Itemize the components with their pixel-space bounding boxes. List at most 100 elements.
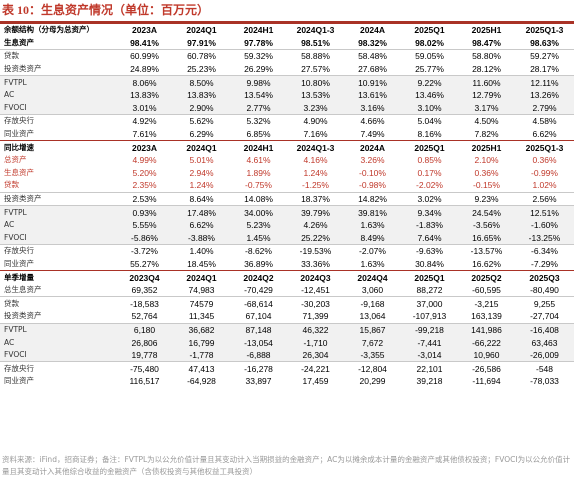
table-cell: 12.79% [458,88,515,102]
table-cell: -0.15% [473,180,500,191]
table-cell: 12.11% [515,75,574,89]
table-cell: 14.82% [344,191,401,206]
row-label: 贷款 [4,180,19,190]
table-cell: -8.62% [230,244,287,258]
table-cell: 3.01% [116,101,173,115]
table-cell: 24.89% [130,64,159,75]
table-cell: -0.98% [359,180,386,191]
table-cell: -3,014 [401,348,458,362]
table-cell: 6.62% [173,218,230,232]
table-cell: -3.72% [116,244,173,258]
table-cell: 10.91% [344,75,401,89]
table-cell: 17,459 [302,376,329,387]
table-cell: 5.62% [173,114,230,128]
column-header: 2024A [344,22,401,37]
row-label: 投资类资产 [0,191,116,206]
table-cell: 98.02% [415,37,444,48]
table-cell: 39.79% [287,205,344,219]
table-cell: 3.10% [401,101,458,115]
table-cell: 59.27% [515,49,574,63]
table-cell: -1,778 [173,348,230,362]
row-label: FVOCI [0,231,116,245]
table-cell: -13,054 [230,336,287,349]
table-cell: 4.92% [116,114,173,128]
table-cell: 69,352 [131,285,158,296]
table-cell: 1.63% [360,258,385,269]
table-cell: 5.04% [401,114,458,128]
table-cell: 4.66% [344,114,401,128]
table-cell: -70,429 [244,285,273,296]
table-cell: 13.54% [230,88,287,102]
table-cell: 1.89% [246,167,271,178]
table-cell: 74579 [173,296,230,311]
table-cell: -27,704 [530,311,559,322]
row-label: 投资类资产 [4,311,42,321]
table-cell: 98.32% [358,37,387,48]
table-cell: 25.22% [287,231,344,245]
table-cell: -3,355 [344,348,401,362]
table-cell: -80,490 [530,285,559,296]
column-header: 2025Q1 [401,22,458,37]
column-header: 2025Q1 [401,140,458,154]
row-label: FVTPL [0,205,116,219]
table-cell: -12,451 [301,285,330,296]
table-cell: 58.88% [287,49,344,63]
table-cell: 8.49% [344,231,401,245]
table-cell: 15,867 [344,322,401,337]
column-header: 2024Q1 [173,140,230,154]
table-cell: 9.22% [401,75,458,89]
table-cell: 16,799 [173,336,230,349]
table-cell: 1.24% [303,167,328,178]
table-row: 生息资产 98.41% 97.91% 97.78% 98.51% 98.32% 98.02%… [0,37,574,50]
table-cell: 13.61% [344,88,401,102]
table-cell: -3.56% [458,218,515,232]
column-header: 2023A [116,140,173,154]
table-cell: 6.85% [246,129,271,140]
section-header-label: 同比增速 [0,140,116,154]
table-row: 总生息资产 69,352 74,983 -70,429 -12,451 3,060 88,2… [0,284,574,297]
table-cell: -9.63% [401,244,458,258]
table-cell: 11,345 [188,311,215,322]
table-cell: -78,033 [530,376,559,387]
table-cell: -60,595 [472,285,501,296]
table-cell: 26.29% [244,64,273,75]
table-cell: 37,000 [401,296,458,311]
table-cell: 8.50% [173,75,230,89]
table-cell: 98.51% [301,37,330,48]
table-cell: -11,694 [472,376,501,387]
row-label: AC [0,336,116,349]
table-cell: 6,180 [116,322,173,337]
row-label: 存放央行 [0,244,116,258]
table-cell: 20,299 [359,376,386,387]
table-cell: 9.23% [458,191,515,206]
table-cell: -26,009 [515,348,574,362]
table-cell: 3.23% [287,101,344,115]
table-cell: -18,583 [116,296,173,311]
column-header: 2024H1 [230,22,287,37]
table-cell: -68,614 [230,296,287,311]
table-title: 表 10：生息资产情况（单位：百万元） [2,3,210,17]
table-row: 投资类资产 24.89% 25.23% 26.29% 27.57% 27.68% 25.77… [0,63,574,76]
table-cell: 97.78% [244,37,273,48]
table-cell: 36,682 [173,322,230,337]
table-cell: 4.58% [515,114,574,128]
table-cell: 12.51% [515,205,574,219]
table-cell: 2.79% [515,101,574,115]
column-header: 2024Q2 [230,270,287,284]
table-cell: 0.36% [532,155,557,166]
table-cell: 5.32% [230,114,287,128]
table-cell: 39.81% [344,205,401,219]
table-cell: 4.50% [458,114,515,128]
table-cell: 59.05% [401,49,458,63]
table-cell: 7.16% [303,129,328,140]
table-cell: 2.56% [515,191,574,206]
table-row: FVTPL 0.93% 17.48% 34.00% 39.79% 39.81% 9.34% 2… [0,205,574,219]
table-cell: -1.83% [401,218,458,232]
table-cell: 98.47% [472,37,501,48]
table-cell: -1.60% [515,218,574,232]
table-cell: -2.07% [344,244,401,258]
table-row: 存放央行 -3.72% 1.40% -8.62% -19.53% -2.07% -9.63%… [0,244,574,258]
table-cell: -6.34% [515,244,574,258]
table-cell: 1.40% [173,244,230,258]
table-cell: 116,517 [129,376,160,387]
